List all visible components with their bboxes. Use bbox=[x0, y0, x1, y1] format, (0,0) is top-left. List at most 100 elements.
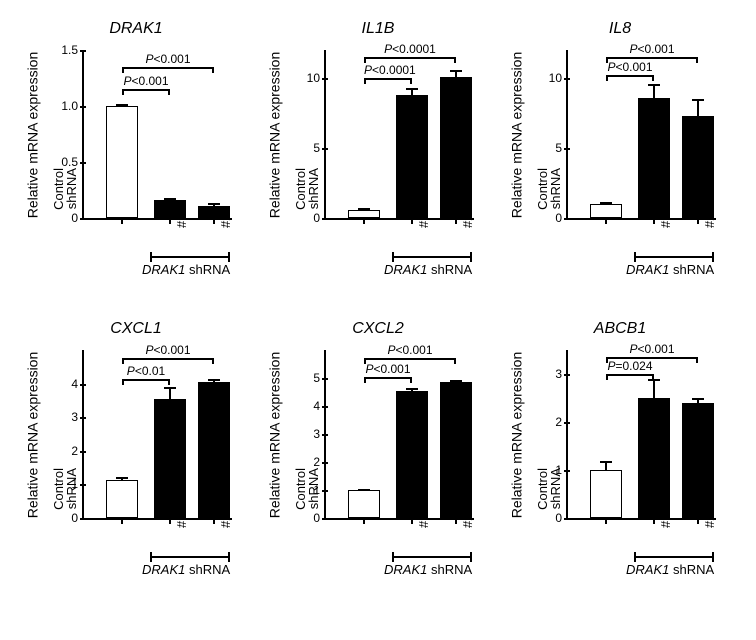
chart-title: CXCL2 bbox=[262, 320, 494, 338]
bar bbox=[682, 403, 714, 518]
x-tick bbox=[363, 218, 365, 224]
x-tick bbox=[121, 218, 123, 224]
x-label-control: ControlshRNA bbox=[52, 168, 78, 228]
bar bbox=[198, 382, 230, 518]
significance-label: P<0.001 bbox=[364, 362, 412, 376]
group-bracket bbox=[392, 556, 472, 558]
error-bar bbox=[605, 203, 607, 205]
significance-bracket bbox=[364, 57, 456, 59]
bar bbox=[348, 210, 380, 218]
y-tick-label: 4 bbox=[48, 377, 84, 391]
error-bar bbox=[363, 490, 365, 491]
y-tick-label: 1.5 bbox=[48, 43, 84, 57]
y-tick-label: 5 bbox=[290, 141, 326, 155]
x-label: #1 bbox=[658, 514, 673, 528]
x-tick bbox=[363, 518, 365, 524]
group-bracket bbox=[150, 256, 230, 258]
group-bracket bbox=[150, 556, 230, 558]
chart-panel: ABCB1Relative mRNA expression0123P=0.024… bbox=[504, 320, 736, 610]
chart-title: IL8 bbox=[504, 20, 736, 38]
significance-label: P<0.001 bbox=[364, 343, 456, 357]
x-tick bbox=[455, 518, 457, 524]
significance-label: P<0.0001 bbox=[364, 42, 456, 56]
x-label: #2 bbox=[702, 514, 717, 528]
y-axis-label: Relative mRNA expression bbox=[266, 50, 282, 220]
x-tick bbox=[121, 518, 123, 524]
error-bar bbox=[121, 105, 123, 107]
y-tick-label: 3 bbox=[532, 367, 568, 381]
significance-label: P=0.024 bbox=[606, 359, 654, 373]
chart-panel: CXCL1Relative mRNA expression01234P<0.01… bbox=[20, 320, 252, 610]
significance-bracket bbox=[122, 89, 170, 91]
chart-grid: DRAK1Relative mRNA expression00.51.01.5P… bbox=[20, 20, 736, 620]
x-label-control: ControlshRNA bbox=[294, 168, 320, 228]
bar bbox=[348, 490, 380, 518]
y-tick-label: 4 bbox=[290, 399, 326, 413]
chart-panel: IL1BRelative mRNA expression0510P<0.0001… bbox=[262, 20, 494, 310]
error-bar bbox=[653, 380, 655, 399]
significance-label: P<0.001 bbox=[122, 74, 170, 88]
y-tick-label: 10 bbox=[532, 71, 568, 85]
x-label: #1 bbox=[416, 214, 431, 228]
bar bbox=[106, 480, 138, 518]
x-label-control: ControlshRNA bbox=[294, 468, 320, 528]
significance-bracket bbox=[122, 379, 170, 381]
chart-panel: CXCL2Relative mRNA expression012345P<0.0… bbox=[262, 320, 494, 610]
chart-title: ABCB1 bbox=[504, 320, 736, 338]
x-tick bbox=[697, 518, 699, 524]
y-tick-label: 3 bbox=[48, 410, 84, 424]
error-bar bbox=[169, 199, 171, 201]
group-label: DRAK1 shRNA bbox=[142, 262, 230, 277]
x-label: #2 bbox=[460, 214, 475, 228]
significance-label: P<0.001 bbox=[606, 42, 698, 56]
x-tick bbox=[169, 218, 171, 224]
error-bar bbox=[411, 89, 413, 96]
plot-area: 0510P<0.0001P<0.0001 bbox=[324, 50, 474, 220]
x-tick bbox=[653, 218, 655, 224]
x-tick bbox=[411, 518, 413, 524]
significance-bracket bbox=[364, 377, 412, 379]
error-bar bbox=[697, 100, 699, 117]
x-tick bbox=[213, 518, 215, 524]
significance-label: P<0.001 bbox=[122, 52, 214, 66]
bar bbox=[106, 106, 138, 218]
error-bar bbox=[605, 462, 607, 471]
error-bar bbox=[455, 71, 457, 78]
bar bbox=[590, 204, 622, 218]
group-label: DRAK1 shRNA bbox=[626, 262, 714, 277]
x-label: #2 bbox=[218, 514, 233, 528]
y-tick-label: 0.5 bbox=[48, 155, 84, 169]
group-label: DRAK1 shRNA bbox=[142, 562, 230, 577]
x-label: #1 bbox=[658, 214, 673, 228]
y-axis-label: Relative mRNA expression bbox=[24, 350, 40, 520]
bar bbox=[682, 116, 714, 218]
y-axis-label: Relative mRNA expression bbox=[24, 50, 40, 220]
x-tick bbox=[455, 218, 457, 224]
y-tick-label: 2 bbox=[290, 455, 326, 469]
chart-panel: DRAK1Relative mRNA expression00.51.01.5P… bbox=[20, 20, 252, 310]
x-label-control: ControlshRNA bbox=[536, 468, 562, 528]
group-bracket bbox=[392, 256, 472, 258]
y-tick-label: 2 bbox=[532, 415, 568, 429]
bar bbox=[396, 391, 428, 518]
x-tick bbox=[605, 218, 607, 224]
x-label: #2 bbox=[460, 514, 475, 528]
error-bar bbox=[213, 204, 215, 206]
x-tick bbox=[653, 518, 655, 524]
error-bar bbox=[455, 381, 457, 383]
y-axis-label: Relative mRNA expression bbox=[508, 50, 524, 220]
bar bbox=[638, 398, 670, 518]
y-tick-label: 5 bbox=[290, 371, 326, 385]
significance-bracket bbox=[606, 374, 654, 376]
group-bracket bbox=[634, 556, 714, 558]
significance-bracket bbox=[364, 78, 412, 80]
y-tick-label: 2 bbox=[48, 444, 84, 458]
error-bar bbox=[169, 388, 171, 400]
plot-area: 01234P<0.01P<0.001 bbox=[82, 350, 232, 520]
plot-area: 0123P=0.024P<0.001 bbox=[566, 350, 716, 520]
x-label: #1 bbox=[174, 214, 189, 228]
bar bbox=[590, 470, 622, 518]
significance-bracket bbox=[606, 75, 654, 77]
x-label: #1 bbox=[174, 514, 189, 528]
significance-bracket bbox=[364, 358, 456, 360]
